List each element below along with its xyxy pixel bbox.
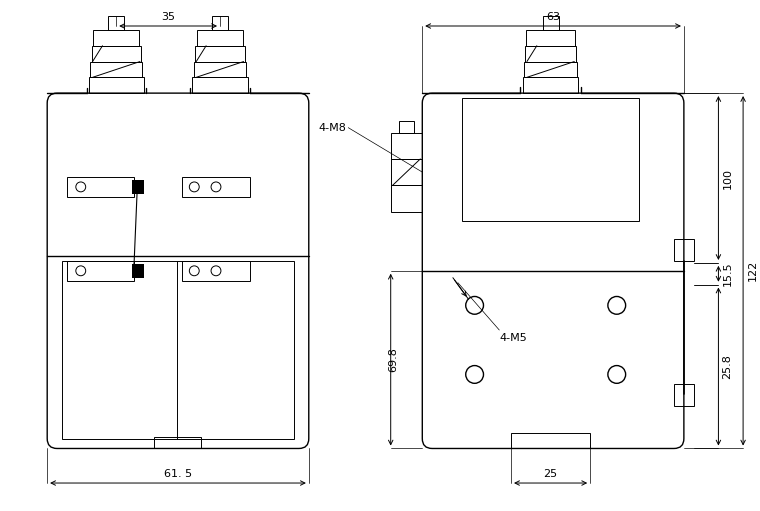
Text: 100: 100	[722, 168, 733, 189]
Bar	[543, 16, 559, 30]
Bar	[391, 133, 423, 159]
Bar	[462, 98, 639, 221]
Text: 35: 35	[161, 12, 175, 22]
Bar	[132, 180, 144, 194]
Text: 4-M8: 4-M8	[318, 123, 347, 133]
Bar	[674, 384, 694, 406]
Bar	[212, 16, 228, 30]
Bar	[89, 77, 144, 93]
Text: 25.8: 25.8	[722, 354, 733, 379]
Text: 61. 5: 61. 5	[164, 469, 192, 479]
Bar	[391, 159, 423, 185]
Bar	[197, 30, 243, 46]
Bar	[525, 46, 576, 61]
Bar	[92, 46, 141, 61]
Bar	[192, 77, 248, 93]
Bar	[182, 261, 249, 281]
Bar	[62, 261, 294, 438]
Bar	[67, 177, 134, 197]
Bar	[154, 436, 201, 449]
Text: 122: 122	[748, 260, 758, 282]
Text: 25: 25	[543, 469, 558, 479]
Text: 63: 63	[546, 12, 560, 22]
Bar	[195, 46, 245, 61]
Bar	[398, 121, 414, 133]
Bar	[109, 16, 124, 30]
Bar	[194, 61, 246, 77]
Bar	[523, 77, 578, 93]
Text: 15.5: 15.5	[722, 262, 733, 286]
Bar	[674, 239, 694, 261]
Bar	[90, 61, 142, 77]
Bar	[67, 261, 134, 281]
Bar	[182, 177, 249, 197]
Bar	[391, 185, 423, 212]
Bar	[511, 433, 590, 449]
Bar	[524, 61, 578, 77]
Text: 4-M5: 4-M5	[499, 333, 527, 343]
Bar	[526, 30, 575, 46]
Text: 69.8: 69.8	[388, 347, 399, 372]
Bar	[93, 30, 140, 46]
Bar	[132, 264, 144, 277]
